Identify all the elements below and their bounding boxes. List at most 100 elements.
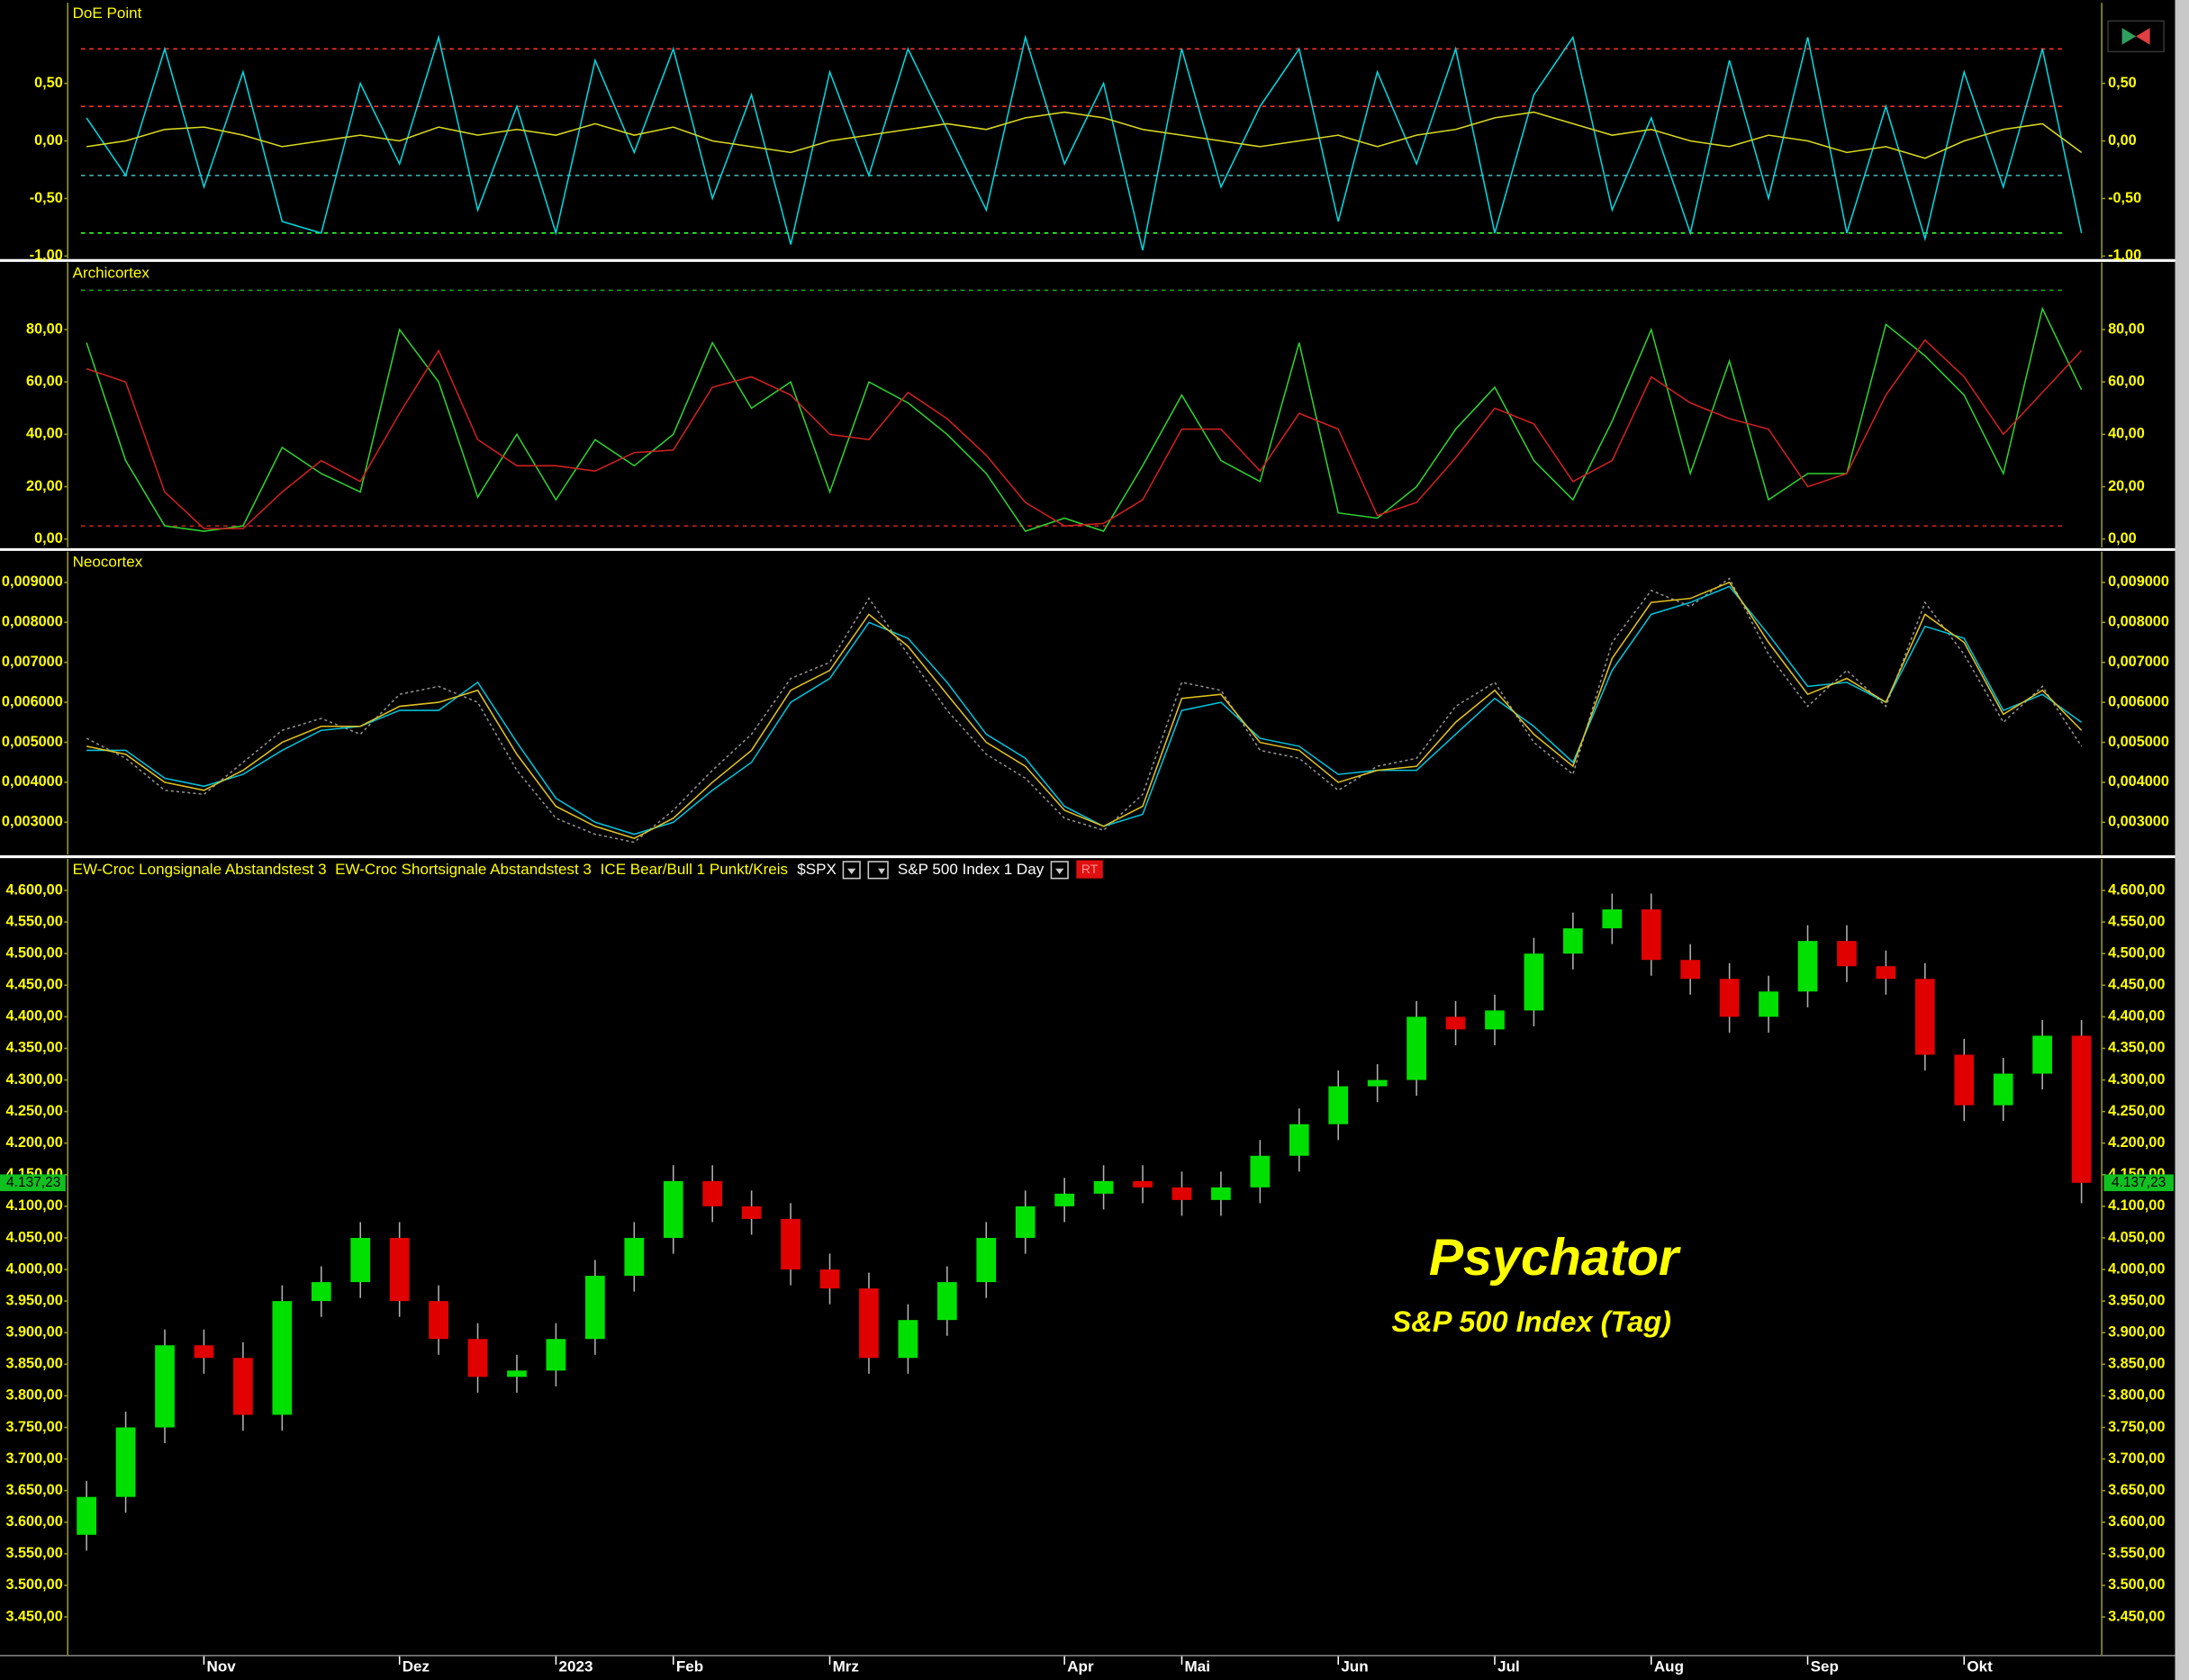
y-tick-label: 3.650,00 [2108, 1482, 2165, 1498]
dropdown[interactable] [867, 861, 889, 880]
panel-title: Neocortex [73, 554, 143, 571]
candle-body [77, 1496, 96, 1535]
series-line [86, 585, 2083, 835]
y-tick-label: 4.500,00 [2108, 944, 2165, 961]
y-tick-label: 80,00 [26, 321, 63, 337]
y-tick-label: 4.500,00 [5, 944, 62, 961]
candle-body [1054, 1193, 1075, 1206]
y-tick-label: 4.600,00 [5, 881, 62, 898]
y-tick-label: 3.450,00 [5, 1608, 62, 1624]
annotation: S&P 500 Index (Tag) [1392, 1305, 1671, 1338]
annotation: Psychator [1429, 1229, 1681, 1287]
x-tick-label: Sep [1811, 1658, 1839, 1675]
candle-body [898, 1320, 918, 1359]
y-tick-label: 20,00 [2108, 478, 2145, 494]
candle-body [311, 1282, 331, 1302]
tool-icon[interactable] [2121, 28, 2137, 45]
y-tick-label: 3.750,00 [5, 1419, 62, 1435]
y-tick-label: 4.050,00 [2108, 1229, 2165, 1245]
candle-body [2071, 1035, 2092, 1183]
y-tick-label: 0,00 [34, 132, 63, 149]
last-price-box [0, 1174, 66, 1192]
y-tick-label: 4.300,00 [5, 1071, 62, 1088]
y-tick-label: 3.900,00 [2108, 1324, 2165, 1341]
y-tick-label: 0,50 [34, 75, 63, 91]
candle-body [663, 1180, 683, 1238]
y-tick-label: 4.000,00 [5, 1260, 62, 1277]
candle-body [976, 1237, 997, 1283]
y-tick-label: 0,50 [2108, 75, 2137, 91]
y-tick-label: 4.550,00 [5, 913, 62, 929]
y-tick-label: 3.950,00 [2108, 1292, 2165, 1308]
candle-body [1445, 1016, 1466, 1030]
legend-entry: EW-Croc Longsignale Abstandstest 3 [73, 861, 327, 878]
last-price-label: 4.137,23 [6, 1175, 60, 1190]
candle-body [936, 1282, 957, 1321]
y-tick-label: 4.350,00 [5, 1040, 62, 1056]
y-tick-label: 4.200,00 [2108, 1134, 2165, 1151]
y-tick-label: 0,003000 [2, 814, 63, 830]
dropdown-arrow [847, 868, 856, 875]
candle-body [1211, 1187, 1231, 1200]
candle-body [859, 1288, 879, 1359]
y-tick-label: 40,00 [26, 426, 63, 442]
y-tick-label: -1,00 [30, 248, 63, 264]
interval[interactable]: 1 Day [1004, 861, 1045, 878]
candle-body [702, 1180, 723, 1206]
x-tick-label: Feb [676, 1658, 703, 1675]
candle-body [1602, 909, 1623, 929]
y-tick-label: 4.400,00 [2108, 1008, 2165, 1025]
candle-body [1407, 1016, 1426, 1080]
candle-body [389, 1237, 410, 1302]
candle-body [272, 1301, 293, 1415]
candle-body [1015, 1206, 1036, 1238]
x-tick-label: Dez [403, 1658, 430, 1675]
tool-icon[interactable] [2136, 28, 2150, 45]
candle-body [1837, 941, 1857, 967]
x-tick-label: Jul [1497, 1658, 1520, 1675]
realtime-badge[interactable] [1076, 860, 1103, 879]
series-line [86, 581, 2083, 839]
x-tick-label: Okt [1967, 1658, 1993, 1675]
y-tick-label: 0,008000 [2108, 614, 2169, 630]
x-tick-label: Mai [1185, 1658, 1210, 1675]
y-tick-label: 3.600,00 [5, 1513, 62, 1530]
candle-body [1876, 966, 1896, 980]
y-tick-label: -0,50 [30, 190, 63, 206]
last-price-box [2103, 1174, 2174, 1192]
y-tick-label: 4.300,00 [2108, 1071, 2165, 1088]
x-tick-label: Mrz [833, 1658, 859, 1675]
y-tick-label: 0,009000 [2108, 574, 2169, 590]
candle-body [819, 1269, 840, 1289]
y-tick-label: 3.550,00 [2108, 1545, 2165, 1561]
dropdown-arrow [1055, 868, 1064, 875]
symbol[interactable]: $SPX [797, 861, 837, 878]
candle-body [467, 1339, 488, 1377]
x-tick-label: Jun [1341, 1658, 1368, 1675]
candle-body [1171, 1187, 1192, 1200]
dropdown-arrow [878, 868, 885, 875]
candle-body [1093, 1180, 1114, 1194]
panel-title: DoE Point [73, 5, 142, 22]
last-price-label: 4.137,23 [2112, 1175, 2166, 1190]
candle-body [1524, 953, 1544, 1011]
y-tick-label: 0,00 [34, 530, 63, 546]
y-tick-label: 3.850,00 [2108, 1356, 2165, 1372]
candle-body [1680, 960, 1701, 980]
y-tick-label: 3.550,00 [5, 1545, 62, 1561]
y-tick-label: 4.050,00 [5, 1229, 62, 1245]
y-tick-label: 3.600,00 [2108, 1513, 2165, 1530]
y-tick-label: 3.650,00 [5, 1482, 62, 1498]
y-tick-label: 4.600,00 [2108, 881, 2165, 898]
y-tick-label: 4.250,00 [5, 1103, 62, 1119]
y-tick-label: 3.500,00 [2108, 1576, 2165, 1593]
candle-body [1133, 1180, 1153, 1188]
y-tick-label: 0,003000 [2108, 814, 2169, 830]
candle-body [546, 1339, 566, 1371]
y-tick-label: 4.100,00 [2108, 1197, 2165, 1214]
panel-title: Archicortex [73, 265, 150, 282]
y-tick-label: 3.800,00 [2108, 1387, 2165, 1404]
y-tick-label: 0,007000 [2, 654, 63, 670]
y-tick-label: 40,00 [2108, 426, 2145, 442]
